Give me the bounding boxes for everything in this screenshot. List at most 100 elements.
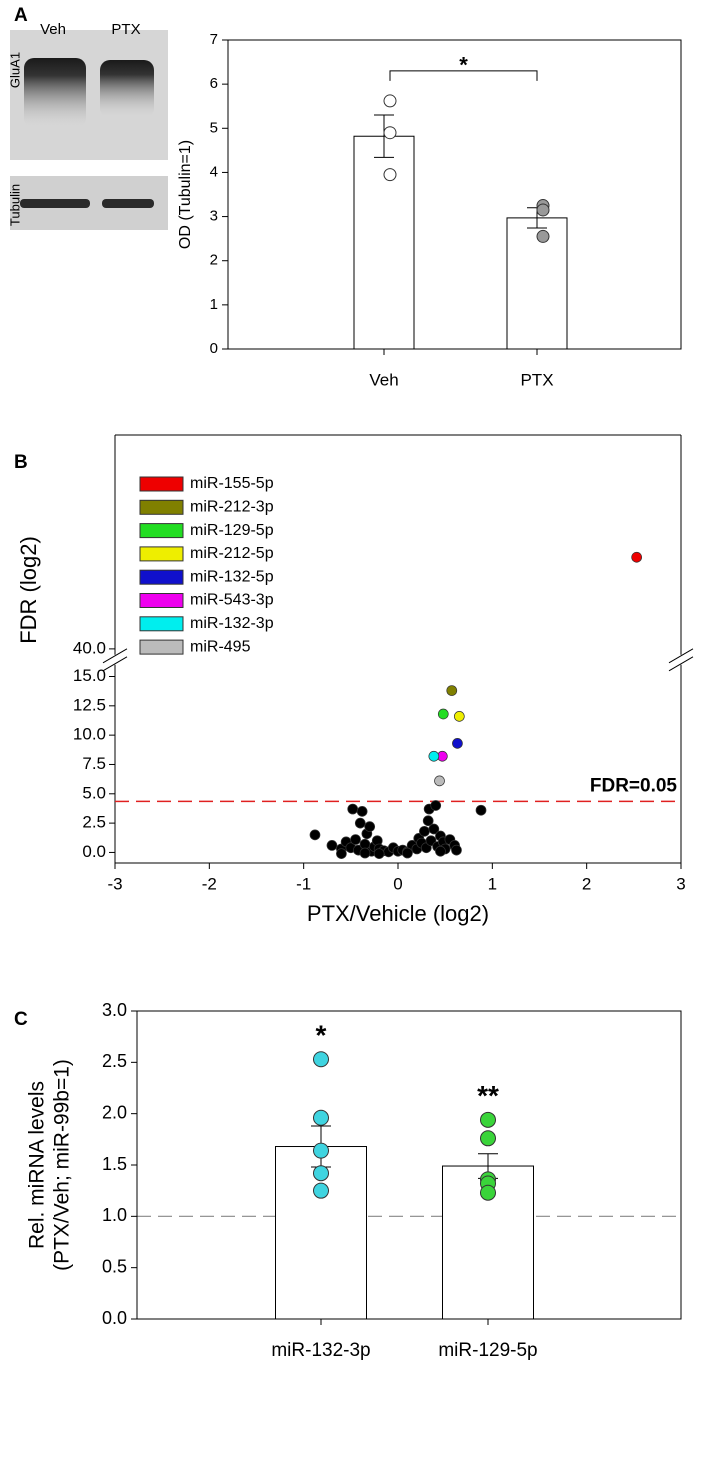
data-point [536, 203, 550, 217]
data-point [350, 834, 361, 845]
blot: Veh PTX GluA1 Tubulin [7, 21, 168, 230]
y-tick-label: 7.5 [82, 754, 106, 773]
significance: * [316, 1020, 327, 1051]
x-axis-label: PTX/Vehicle (log2) [307, 901, 489, 926]
x-tick-label: -2 [202, 874, 217, 893]
blot-band [102, 199, 154, 208]
axis-break [102, 648, 128, 664]
x-tick-label: 2 [582, 874, 591, 893]
y-tick-label: 2.0 [102, 1102, 127, 1122]
legend-label: miR-132-5p [190, 568, 274, 585]
y-tick-label: 15.0 [73, 666, 106, 685]
y-tick-label: 1.5 [102, 1154, 127, 1174]
legend-swatch [139, 499, 184, 515]
data-point [336, 848, 347, 859]
y-axis-label: (PTX/Veh; miR-99b=1) [51, 1059, 74, 1271]
data-point [383, 126, 397, 140]
lane-label: PTX [111, 21, 140, 38]
data-point [309, 829, 321, 841]
row-label: GluA1 [7, 52, 22, 88]
legend-swatch [139, 546, 184, 562]
data-point [364, 821, 376, 832]
data-point [313, 1165, 329, 1182]
y-tick-label: 0 [210, 340, 218, 357]
x-tick-label: PTX [520, 370, 553, 389]
data-point [402, 847, 413, 859]
legend-label: miR-543-3p [190, 592, 274, 609]
y-tick-label: 12.5 [73, 695, 106, 714]
data-point [356, 806, 368, 817]
y-tick-label: 1.0 [102, 1205, 127, 1225]
data-point [453, 711, 465, 722]
data-point [373, 848, 385, 859]
data-point [437, 708, 449, 720]
plot-frame [136, 1010, 682, 1320]
row-label: Tubulin [7, 184, 22, 226]
threshold-label: FDR=0.05 [590, 775, 678, 796]
panel-letter: C [14, 1009, 28, 1030]
legend-swatch [139, 593, 184, 608]
y-tick-label: 2 [210, 252, 218, 269]
data-point [428, 823, 440, 835]
legend-swatch [139, 569, 184, 585]
data-point [313, 1051, 329, 1068]
significance: ** [477, 1080, 499, 1111]
data-point [354, 817, 366, 829]
x-tick-label: miR-129-5p [438, 1340, 537, 1361]
data-point [434, 775, 445, 787]
data-point [326, 840, 338, 851]
y-tick-label: 6 [210, 75, 218, 92]
data-point [359, 847, 371, 859]
panel-letter: A [14, 5, 28, 26]
x-tick-label: 3 [676, 874, 685, 893]
data-point [452, 738, 463, 749]
axis-break [668, 648, 694, 664]
y-tick-label: 3 [210, 208, 218, 225]
legend-swatch [139, 476, 184, 492]
data-point [536, 229, 550, 243]
data-point [435, 845, 446, 857]
data-point [419, 825, 430, 837]
y-tick-label: 7 [210, 31, 218, 48]
legend-label: miR-212-3p [190, 499, 274, 516]
data-point [631, 551, 643, 563]
y-tick-label: 0.0 [82, 842, 106, 861]
x-tick-label: -3 [107, 874, 122, 893]
y-tick-label: 3.0 [102, 1000, 127, 1020]
y-tick-label: 4 [210, 163, 218, 180]
data-point [480, 1130, 496, 1147]
bar [353, 135, 415, 350]
lane-label: Veh [40, 21, 66, 38]
data-point [383, 168, 397, 182]
panel-letter: B [14, 452, 28, 473]
data-point [313, 1109, 329, 1126]
data-point [313, 1142, 329, 1159]
y-axis-label: OD (Tubulin=1) [177, 140, 194, 249]
blot-band [100, 60, 154, 118]
legend-label: miR-155-5p [190, 475, 274, 492]
y-tick-label: 40.0 [73, 638, 106, 657]
x-tick-label: 0 [393, 874, 402, 893]
x-tick-label: Veh [369, 370, 398, 389]
plot-frame [227, 39, 682, 350]
axis-break [668, 656, 694, 672]
y-tick-label: 10.0 [73, 725, 106, 744]
data-point [475, 804, 487, 816]
x-tick-label: miR-132-3p [271, 1340, 370, 1361]
data-point [446, 685, 458, 696]
y-tick-label: 1 [210, 296, 218, 313]
y-tick-label: 5.0 [82, 783, 106, 802]
blot-band [24, 58, 86, 128]
y-tick-label: 2.5 [82, 813, 106, 832]
data-point [451, 844, 462, 856]
y-axis-label: Rel. miRNA levels [26, 1081, 49, 1249]
axis-break [102, 656, 128, 672]
data-point [480, 1184, 496, 1201]
y-axis-label: FDR (log2) [16, 536, 41, 644]
legend-label: miR-132-3p [190, 615, 274, 632]
data-point [383, 94, 397, 108]
blot-band [20, 199, 90, 208]
legend-swatch [139, 523, 184, 539]
legend-label: miR-495 [190, 638, 251, 655]
